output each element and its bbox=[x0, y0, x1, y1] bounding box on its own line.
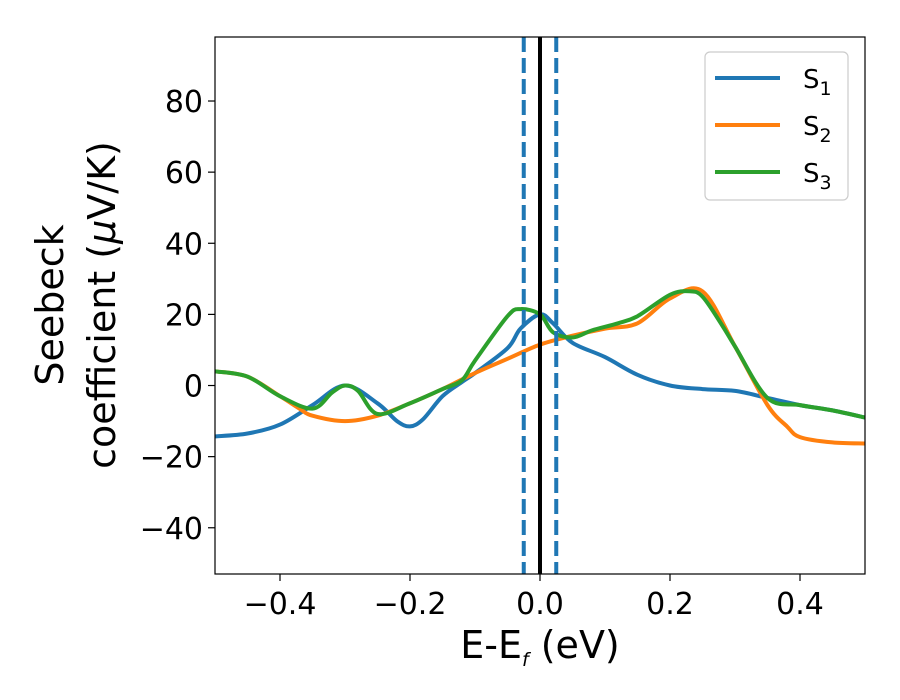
x-tick-label: −0.4 bbox=[244, 587, 317, 622]
legend-label-s1: S1 bbox=[803, 65, 832, 100]
y-tick-label: 40 bbox=[165, 227, 203, 262]
y-tick-label: 0 bbox=[184, 370, 203, 405]
x-axis-title: E-Ef (eV) bbox=[460, 623, 620, 671]
y-tick-label: 80 bbox=[165, 85, 203, 120]
x-tick-label: 0.2 bbox=[646, 587, 694, 622]
y-ticks: −40 −20 0 20 40 60 80 bbox=[140, 85, 215, 547]
x-ticks: −0.4 −0.2 0.0 0.2 0.4 bbox=[244, 574, 824, 622]
y-axis-title-line1: Seebeck bbox=[28, 224, 72, 385]
y-tick-label: −40 bbox=[140, 512, 203, 547]
y-tick-label: −20 bbox=[140, 441, 203, 476]
legend: S1 S2 S3 bbox=[704, 51, 849, 201]
vertical-lines-layer bbox=[521, 37, 559, 574]
legend-label-s2: S2 bbox=[803, 112, 832, 147]
x-tick-label: 0.4 bbox=[776, 587, 824, 622]
y-tick-label: 20 bbox=[165, 298, 203, 333]
y-tick-label: 60 bbox=[165, 156, 203, 191]
x-tick-label: 0.0 bbox=[516, 587, 564, 622]
x-tick-label: −0.2 bbox=[374, 587, 447, 622]
legend-label-s3: S3 bbox=[803, 159, 832, 194]
y-axis-title-line2: coefficient (μV/K) bbox=[80, 141, 124, 469]
